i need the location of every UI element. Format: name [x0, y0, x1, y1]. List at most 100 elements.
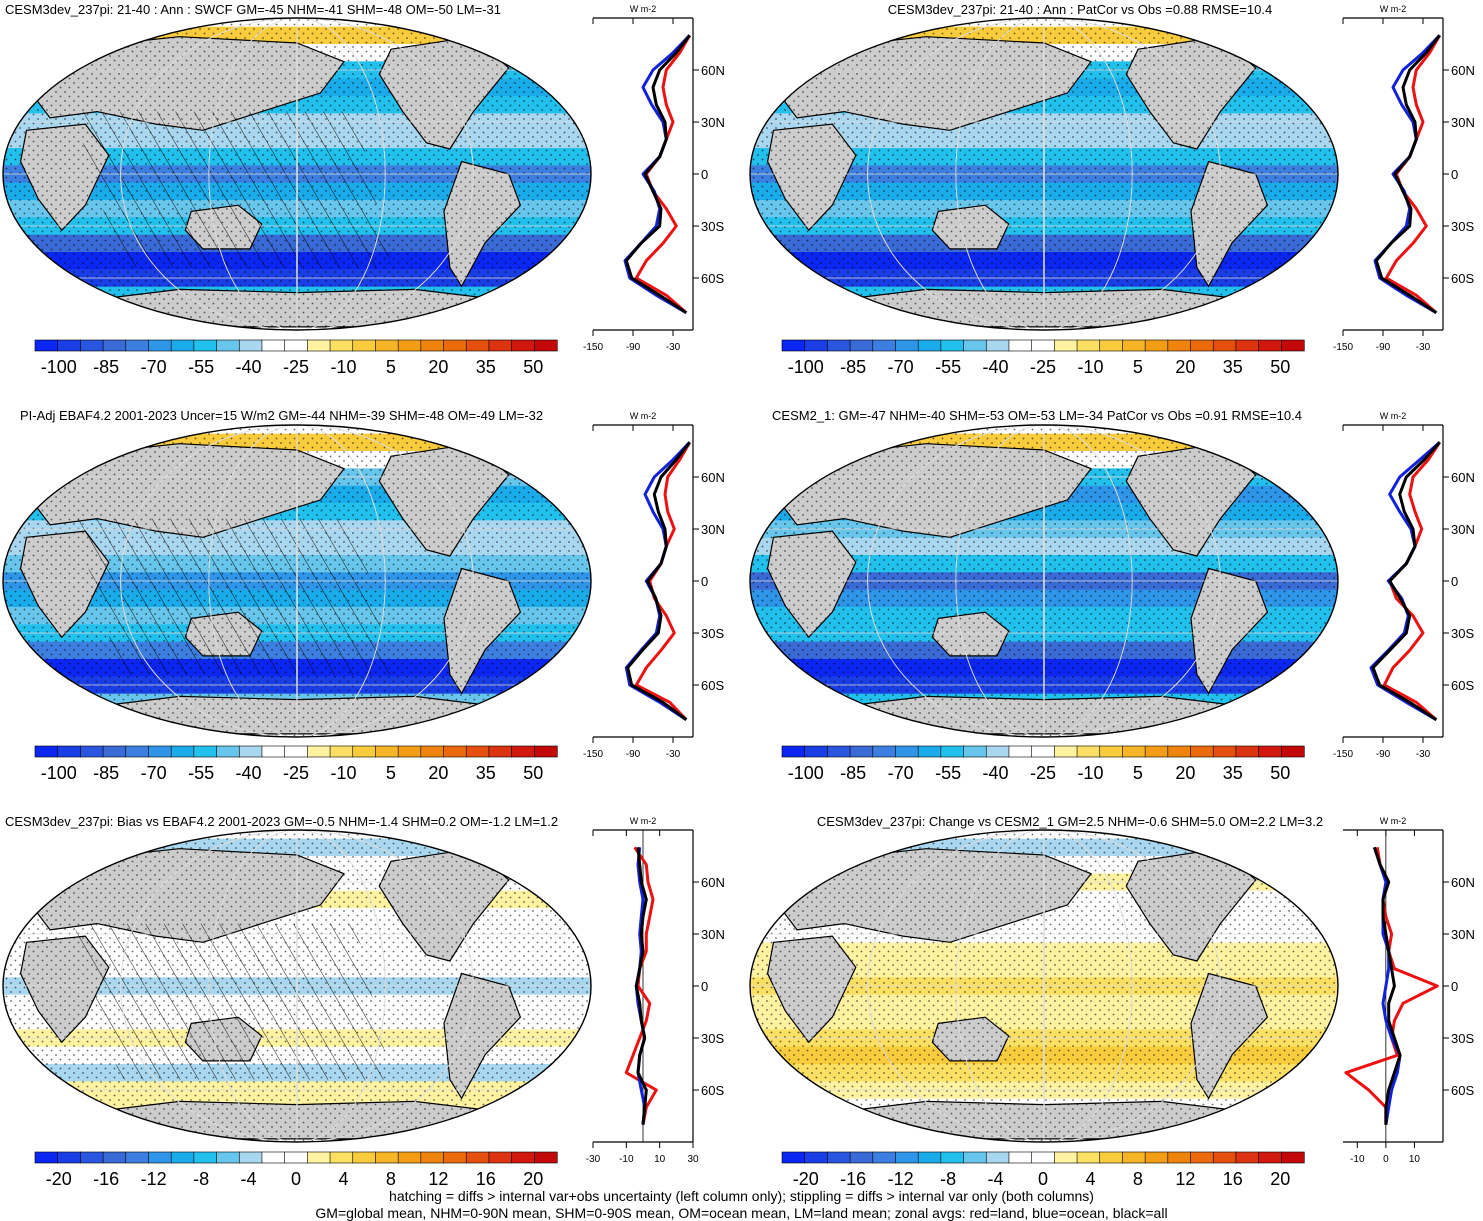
panel-6: CESM3dev_237pi: Change vs CESM2_1 GM=2.5…: [749, 814, 1475, 1189]
zonal-x-tick-label: -90: [1376, 342, 1391, 353]
colorbar-swatch: [443, 1151, 467, 1164]
panel-title: CESM2_1: GM=-47 NHM=-40 SHM=-53 OM=-53 L…: [772, 408, 1302, 423]
zonal-x-tick-label: -90: [626, 342, 641, 353]
colorbar-tick-label: 4: [338, 1169, 348, 1189]
colorbar-swatch: [57, 745, 81, 758]
colorbar-swatch: [34, 339, 59, 352]
zonal-lat-label: 60S: [701, 271, 724, 286]
colorbar-swatch: [1031, 339, 1055, 352]
colorbar-swatch: [1281, 745, 1305, 758]
zonal-x-tick-label: -90: [1376, 749, 1391, 760]
colorbar-swatch: [534, 745, 558, 758]
zonal-lat-label: 60N: [1451, 470, 1475, 485]
zonal-lat-label: 60S: [1451, 1083, 1474, 1098]
colorbar-tick-label: 12: [1175, 1169, 1195, 1189]
colorbar-swatch: [80, 1151, 104, 1164]
panel-title: CESM3dev_237pi: 21-40 : Ann : PatCor vs …: [888, 2, 1272, 17]
colorbar-swatch: [895, 339, 919, 352]
colorbar-swatch: [534, 339, 558, 352]
colorbar-swatch: [1190, 1151, 1214, 1164]
zonal-lat-label: 0: [701, 979, 708, 994]
colorbar-swatch: [827, 745, 851, 758]
colorbar-swatch: [1008, 1151, 1033, 1164]
map-field: [750, 18, 1338, 330]
zonal-x-tick-label: 0: [1383, 1154, 1389, 1165]
colorbar-swatch: [511, 339, 535, 352]
colorbar-swatch: [284, 1151, 308, 1164]
colorbar-swatch: [985, 745, 1010, 758]
colorbar-tick-label: -100: [788, 763, 824, 783]
graticule-lon: [208, 830, 386, 1142]
colorbar-swatch: [375, 339, 399, 352]
colorbar-swatch: [511, 1151, 535, 1164]
zonal-lat-label: 30S: [1451, 626, 1474, 641]
hatching-overlay: [73, 518, 392, 675]
zonal-x-tick-label: -30: [586, 1154, 601, 1165]
colorbar-swatch: [420, 745, 445, 758]
colorbar-swatch: [307, 1151, 331, 1164]
colorbar-swatch: [963, 339, 987, 352]
colorbar-swatch: [261, 1151, 286, 1164]
colorbar-tick-label: -55: [935, 357, 961, 377]
colorbar-swatch: [420, 339, 445, 352]
zonal-series-all: [634, 847, 648, 1125]
colorbar-swatch: [329, 745, 354, 758]
colorbar-swatch: [465, 339, 490, 352]
colorbar-swatch: [80, 745, 104, 758]
map-border: [2, 829, 592, 1143]
zonal-lat-label: 30S: [701, 626, 724, 641]
zonal-x-tick-label: 10: [654, 1154, 666, 1165]
colorbar-tick-label: -85: [840, 763, 866, 783]
colorbar-swatch: [963, 1151, 987, 1164]
zonal-unit-label: W m-2: [1380, 816, 1407, 826]
colorbar-swatch: [397, 745, 422, 758]
colorbar-swatch: [917, 1151, 942, 1164]
colorbar-swatch: [443, 745, 467, 758]
zonal-x-tick-label: -150: [1333, 342, 1353, 353]
continent-greenland: [519, 841, 569, 881]
colorbar-tick-label: 20: [1270, 1169, 1290, 1189]
colorbar-tick-label: 35: [476, 357, 496, 377]
map-border: [2, 424, 592, 738]
colorbar-swatch: [985, 1151, 1010, 1164]
zonal-unit-label: W m-2: [1380, 4, 1407, 14]
colorbar-swatch: [57, 1151, 81, 1164]
colorbar-swatch: [375, 745, 399, 758]
colorbar-tick-label: 50: [523, 357, 543, 377]
colorbar-swatch: [329, 1151, 354, 1164]
colorbar-tick-label: -20: [793, 1169, 819, 1189]
colorbar-swatch: [238, 745, 263, 758]
colorbar-swatch: [34, 1151, 59, 1164]
colorbar-swatch: [80, 339, 104, 352]
hatching-overlay: [73, 111, 392, 268]
colorbar-swatch: [284, 339, 308, 352]
colorbar-swatch: [1190, 339, 1214, 352]
colorbar-swatch: [1281, 339, 1305, 352]
map-field: [3, 425, 591, 737]
colorbar-swatch: [827, 339, 851, 352]
zonal-series-all: [1372, 846, 1402, 1125]
colorbar-tick-label: 5: [1133, 763, 1143, 783]
colorbar-swatch: [1054, 745, 1078, 758]
colorbar-swatch: [917, 339, 942, 352]
colorbar-swatch: [1054, 1151, 1078, 1164]
continent-greenland: [1266, 436, 1316, 476]
colorbar-swatch: [849, 339, 874, 352]
colorbar-swatch: [1099, 1151, 1124, 1164]
colorbar-swatch: [1258, 745, 1282, 758]
colorbar-swatch: [375, 1151, 399, 1164]
colorbar-swatch: [352, 339, 377, 352]
zonal-x-tick-label: -150: [583, 749, 603, 760]
colorbar-tick-label: -55: [188, 763, 214, 783]
zonal-lat-label: 30N: [701, 522, 725, 537]
colorbar-swatch: [963, 745, 987, 758]
colorbar-swatch: [102, 1151, 127, 1164]
colorbar-swatch: [1031, 745, 1055, 758]
colorbar-tick-label: 4: [1085, 1169, 1095, 1189]
zonal-x-tick-label: -30: [1416, 749, 1431, 760]
colorbar-tick-label: 20: [428, 763, 448, 783]
colorbar-swatch: [352, 745, 377, 758]
colorbar-tick-label: 12: [428, 1169, 448, 1189]
colorbar-swatch: [307, 745, 331, 758]
